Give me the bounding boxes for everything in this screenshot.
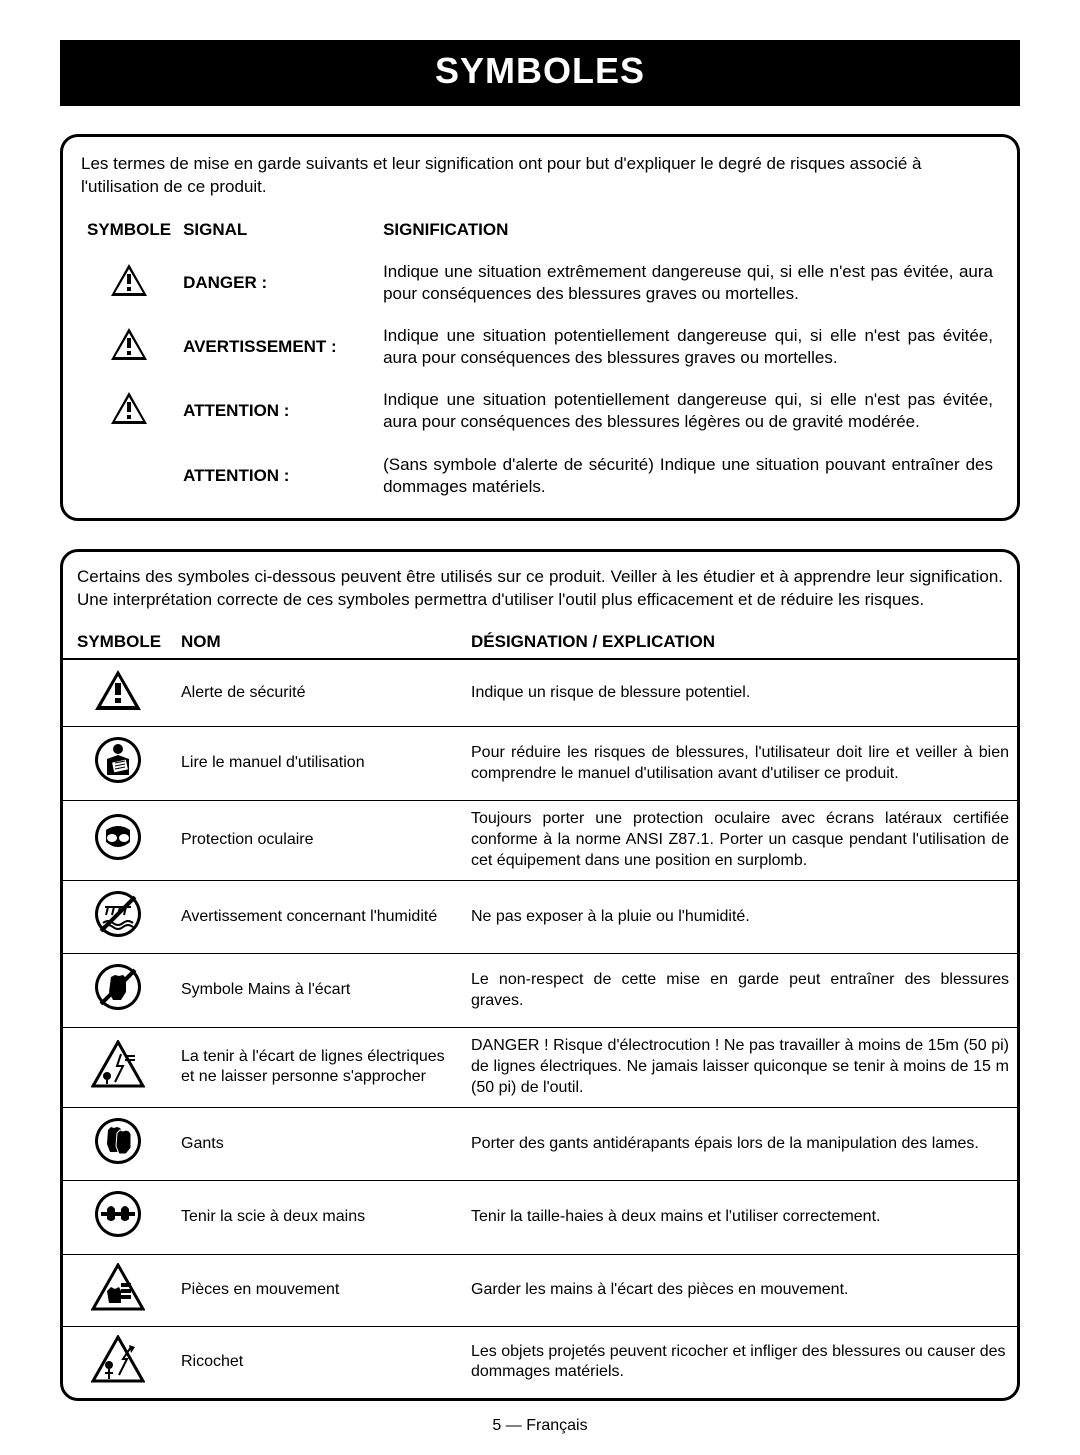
symbol-desc: Porter des gants antidérapants épais lor… (463, 1107, 1017, 1181)
symbol-desc: Pour réduire les risques de blessures, l… (463, 727, 1017, 801)
wet-warning-icon (63, 880, 173, 954)
page-title: SYMBOLES (60, 40, 1020, 106)
symbol-name: Pièces en mouvement (173, 1255, 463, 1327)
header-designation: DÉSIGNATION / EXPLICATION (463, 626, 1017, 659)
table-row: Symbole Mains à l'écart Le non-respect d… (63, 954, 1017, 1028)
table-row: Tenir la scie à deux mains Tenir la tail… (63, 1181, 1017, 1255)
symbol-name: Alerte de sécurité (173, 659, 463, 727)
alert-icon (81, 251, 177, 315)
table-row: Lire le manuel d'utilisation Pour réduir… (63, 727, 1017, 801)
table-row: AVERTISSEMENT : Indique une situation po… (81, 315, 999, 379)
page: SYMBOLES Les termes de mise en garde sui… (0, 0, 1080, 1455)
symbol-name: Avertissement concernant l'humidité (173, 880, 463, 954)
signal-table: SYMBOLE SIGNAL SIGNIFICATION DANGER : In… (81, 209, 999, 508)
symbol-name: La tenir à l'écart de lignes électriques… (173, 1028, 463, 1107)
symbol-desc: Garder les mains à l'écart des pièces en… (463, 1255, 1017, 1327)
symbol-desc: DANGER ! Risque d'électrocution ! Ne pas… (463, 1028, 1017, 1107)
page-footer: 5 — Français (60, 1417, 1020, 1435)
ricochet-icon (63, 1326, 173, 1397)
table-row: ATTENTION : (Sans symbole d'alerte de sé… (81, 444, 999, 508)
hands-off-icon (63, 954, 173, 1028)
box2-intro: Certains des symboles ci-dessous peuvent… (63, 566, 1017, 616)
header-signification: SIGNIFICATION (377, 209, 999, 251)
electric-hazard-icon (63, 1028, 173, 1107)
symbol-desc: Le non-respect de cette mise en garde pe… (463, 954, 1017, 1028)
symbol-name: Tenir la scie à deux mains (173, 1181, 463, 1255)
manual-icon (63, 727, 173, 801)
signal-text: Indique une situation extrêmement danger… (377, 251, 999, 315)
header-symbole: SYMBOLE (63, 626, 173, 659)
symbol-name: Lire le manuel d'utilisation (173, 727, 463, 801)
table-row: La tenir à l'écart de lignes électriques… (63, 1028, 1017, 1107)
alert-icon (81, 315, 177, 379)
symbol-desc: Indique un risque de blessure potentiel. (463, 659, 1017, 727)
header-symbole: SYMBOLE (81, 209, 177, 251)
signal-table-header: SYMBOLE SIGNAL SIGNIFICATION (81, 209, 999, 251)
symbol-name: Symbole Mains à l'écart (173, 954, 463, 1028)
gloves-icon (63, 1107, 173, 1181)
symbol-desc: Toujours porter une protection oculaire … (463, 801, 1017, 880)
table-row: Alerte de sécurité Indique un risque de … (63, 659, 1017, 727)
signal-label: ATTENTION : (177, 379, 377, 443)
table-row: Pièces en mouvement Garder les mains à l… (63, 1255, 1017, 1327)
table-row: Gants Porter des gants antidérapants épa… (63, 1107, 1017, 1181)
eye-protection-icon (63, 801, 173, 880)
signal-text: Indique une situation potentiellement da… (377, 315, 999, 379)
symbol-desc: Les objets projetés peuvent ricocher et … (463, 1326, 1017, 1397)
moving-parts-icon (63, 1255, 173, 1327)
symbol-desc: Tenir la taille-haies à deux mains et l'… (463, 1181, 1017, 1255)
box1-intro: Les termes de mise en garde suivants et … (81, 153, 999, 199)
signal-label: DANGER : (177, 251, 377, 315)
symbols-table-header: SYMBOLE NOM DÉSIGNATION / EXPLICATION (63, 626, 1017, 659)
table-row: ATTENTION : Indique une situation potent… (81, 379, 999, 443)
signal-label: AVERTISSEMENT : (177, 315, 377, 379)
signal-text: Indique une situation potentiellement da… (377, 379, 999, 443)
header-signal: SIGNAL (177, 209, 377, 251)
alert-icon (81, 379, 177, 443)
symbol-name: Ricochet (173, 1326, 463, 1397)
table-row: Ricochet Les objets projetés peuvent ric… (63, 1326, 1017, 1397)
no-icon (81, 444, 177, 508)
header-nom: NOM (173, 626, 463, 659)
symbol-desc: Ne pas exposer à la pluie ou l'humidité. (463, 880, 1017, 954)
table-row: Protection oculaire Toujours porter une … (63, 801, 1017, 880)
symbols-box: Certains des symboles ci-dessous peuvent… (60, 549, 1020, 1401)
signal-text: (Sans symbole d'alerte de sécurité) Indi… (377, 444, 999, 508)
table-row: DANGER : Indique une situation extrêmeme… (81, 251, 999, 315)
symbol-name: Gants (173, 1107, 463, 1181)
table-row: Avertissement concernant l'humidité Ne p… (63, 880, 1017, 954)
signal-words-box: Les termes de mise en garde suivants et … (60, 134, 1020, 521)
two-hands-icon (63, 1181, 173, 1255)
symbols-table: SYMBOLE NOM DÉSIGNATION / EXPLICATION Al… (63, 626, 1017, 1398)
signal-label: ATTENTION : (177, 444, 377, 508)
symbol-name: Protection oculaire (173, 801, 463, 880)
alert-icon (63, 659, 173, 727)
